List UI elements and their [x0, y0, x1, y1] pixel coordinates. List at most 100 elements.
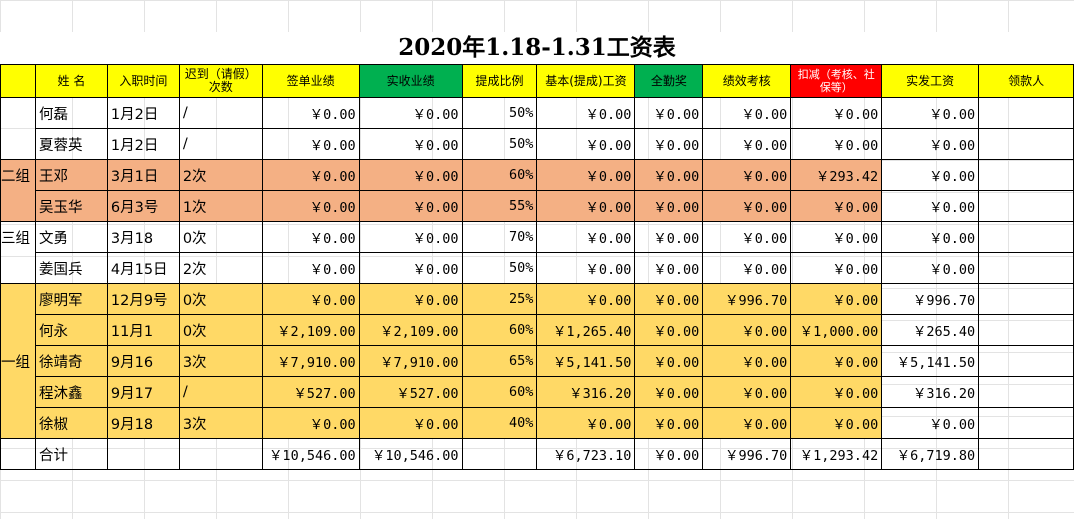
name-cell[interactable]: 徐椒: [34, 407, 108, 439]
signed-sales-cell[interactable]: ￥0.00: [261, 97, 360, 129]
late-cell[interactable]: /: [178, 376, 263, 408]
attendance-bonus-cell[interactable]: ￥0.00: [634, 221, 704, 253]
commission-rate-cell[interactable]: 60%: [461, 314, 538, 346]
attendance-bonus-cell[interactable]: ￥0.00: [634, 252, 704, 284]
header-payee[interactable]: 领款人: [978, 64, 1074, 98]
header-actual-sales[interactable]: 实收业绩: [358, 64, 463, 98]
base-salary-cell[interactable]: ￥0.00: [536, 252, 636, 284]
net-pay-cell[interactable]: ￥265.40: [881, 314, 980, 346]
net-pay-cell[interactable]: ￥316.20: [881, 376, 980, 408]
performance-cell[interactable]: ￥0.00: [702, 314, 792, 346]
total-base-salary[interactable]: ￥6,723.10: [536, 438, 636, 470]
actual-sales-cell[interactable]: ￥0.00: [358, 159, 463, 191]
group-cell[interactable]: [0, 190, 36, 222]
name-cell[interactable]: 程沐鑫: [34, 376, 108, 408]
hire-date-cell[interactable]: 9月18: [106, 407, 180, 439]
late-cell[interactable]: 1次: [178, 190, 263, 222]
attendance-bonus-cell[interactable]: ￥0.00: [634, 376, 704, 408]
base-salary-cell[interactable]: ￥0.00: [536, 190, 636, 222]
actual-sales-cell[interactable]: ￥0.00: [358, 221, 463, 253]
group-cell[interactable]: [0, 376, 36, 408]
actual-sales-cell[interactable]: ￥2,109.00: [358, 314, 463, 346]
payee-cell[interactable]: [978, 345, 1074, 377]
late-cell[interactable]: /: [178, 97, 263, 129]
commission-rate-cell[interactable]: 50%: [461, 97, 538, 129]
signed-sales-cell[interactable]: ￥0.00: [261, 252, 360, 284]
name-cell[interactable]: 王邓: [34, 159, 108, 191]
hire-date-cell[interactable]: 12月9号: [106, 283, 180, 315]
performance-cell[interactable]: ￥0.00: [702, 221, 792, 253]
late-cell[interactable]: 3次: [178, 345, 263, 377]
late-cell[interactable]: 2次: [178, 252, 263, 284]
performance-cell[interactable]: ￥996.70: [702, 283, 792, 315]
base-salary-cell[interactable]: ￥5,141.50: [536, 345, 636, 377]
group-cell[interactable]: 三组: [0, 221, 36, 253]
performance-cell[interactable]: ￥0.00: [702, 252, 792, 284]
name-cell[interactable]: 廖明军: [34, 283, 108, 315]
net-pay-cell[interactable]: ￥0.00: [881, 97, 980, 129]
commission-rate-cell[interactable]: 50%: [461, 252, 538, 284]
total-group-cell[interactable]: [0, 438, 36, 470]
header-attendance-bonus[interactable]: 全勤奖: [634, 64, 704, 98]
total-performance[interactable]: ￥996.70: [702, 438, 792, 470]
total-actual-sales[interactable]: ￥10,546.00: [358, 438, 463, 470]
deduction-cell[interactable]: ￥0.00: [790, 221, 883, 253]
signed-sales-cell[interactable]: ￥0.00: [261, 159, 360, 191]
late-cell[interactable]: 3次: [178, 407, 263, 439]
header-signed-sales[interactable]: 签单业绩: [261, 64, 360, 98]
sheet-title[interactable]: 2020年1.18-1.31工资表: [0, 32, 1074, 64]
total-deduction[interactable]: ￥1,293.42: [790, 438, 883, 470]
group-cell[interactable]: [0, 128, 36, 160]
hire-date-cell[interactable]: 1月2日: [106, 128, 180, 160]
name-cell[interactable]: 吴玉华: [34, 190, 108, 222]
attendance-bonus-cell[interactable]: ￥0.00: [634, 345, 704, 377]
base-salary-cell[interactable]: ￥0.00: [536, 407, 636, 439]
performance-cell[interactable]: ￥0.00: [702, 159, 792, 191]
group-cell[interactable]: [0, 97, 36, 129]
total-date-cell[interactable]: [106, 438, 180, 470]
base-salary-cell[interactable]: ￥0.00: [536, 221, 636, 253]
deduction-cell[interactable]: ￥0.00: [790, 376, 883, 408]
base-salary-cell[interactable]: ￥0.00: [536, 283, 636, 315]
performance-cell[interactable]: ￥0.00: [702, 190, 792, 222]
net-pay-cell[interactable]: ￥0.00: [881, 159, 980, 191]
actual-sales-cell[interactable]: ￥0.00: [358, 252, 463, 284]
name-cell[interactable]: 文勇: [34, 221, 108, 253]
net-pay-cell[interactable]: ￥0.00: [881, 128, 980, 160]
header-commission-rate[interactable]: 提成比例: [461, 64, 538, 98]
hire-date-cell[interactable]: 4月15日: [106, 252, 180, 284]
deduction-cell[interactable]: ￥1,000.00: [790, 314, 883, 346]
late-cell[interactable]: /: [178, 128, 263, 160]
hire-date-cell[interactable]: 9月16: [106, 345, 180, 377]
signed-sales-cell[interactable]: ￥0.00: [261, 128, 360, 160]
actual-sales-cell[interactable]: ￥0.00: [358, 97, 463, 129]
attendance-bonus-cell[interactable]: ￥0.00: [634, 283, 704, 315]
header-name[interactable]: 姓 名: [34, 64, 108, 98]
net-pay-cell[interactable]: ￥0.00: [881, 407, 980, 439]
base-salary-cell[interactable]: ￥0.00: [536, 97, 636, 129]
payee-cell[interactable]: [978, 314, 1074, 346]
deduction-cell[interactable]: ￥0.00: [790, 190, 883, 222]
late-cell[interactable]: 0次: [178, 314, 263, 346]
net-pay-cell[interactable]: ￥0.00: [881, 252, 980, 284]
total-attendance-bonus[interactable]: ￥0.00: [634, 438, 704, 470]
signed-sales-cell[interactable]: ￥527.00: [261, 376, 360, 408]
name-cell[interactable]: 夏蓉英: [34, 128, 108, 160]
header-net-pay[interactable]: 实发工资: [881, 64, 980, 98]
signed-sales-cell[interactable]: ￥0.00: [261, 283, 360, 315]
payee-cell[interactable]: [978, 407, 1074, 439]
hire-date-cell[interactable]: 6月3号: [106, 190, 180, 222]
attendance-bonus-cell[interactable]: ￥0.00: [634, 407, 704, 439]
commission-rate-cell[interactable]: 40%: [461, 407, 538, 439]
payee-cell[interactable]: [978, 128, 1074, 160]
actual-sales-cell[interactable]: ￥0.00: [358, 190, 463, 222]
name-cell[interactable]: 何永: [34, 314, 108, 346]
signed-sales-cell[interactable]: ￥2,109.00: [261, 314, 360, 346]
header-deduction[interactable]: 扣减（考核、社保等）: [790, 64, 883, 98]
signed-sales-cell[interactable]: ￥7,910.00: [261, 345, 360, 377]
deduction-cell[interactable]: ￥0.00: [790, 407, 883, 439]
payee-cell[interactable]: [978, 159, 1074, 191]
total-label[interactable]: 合计: [34, 438, 108, 470]
deduction-cell[interactable]: ￥0.00: [790, 345, 883, 377]
name-cell[interactable]: 姜国兵: [34, 252, 108, 284]
